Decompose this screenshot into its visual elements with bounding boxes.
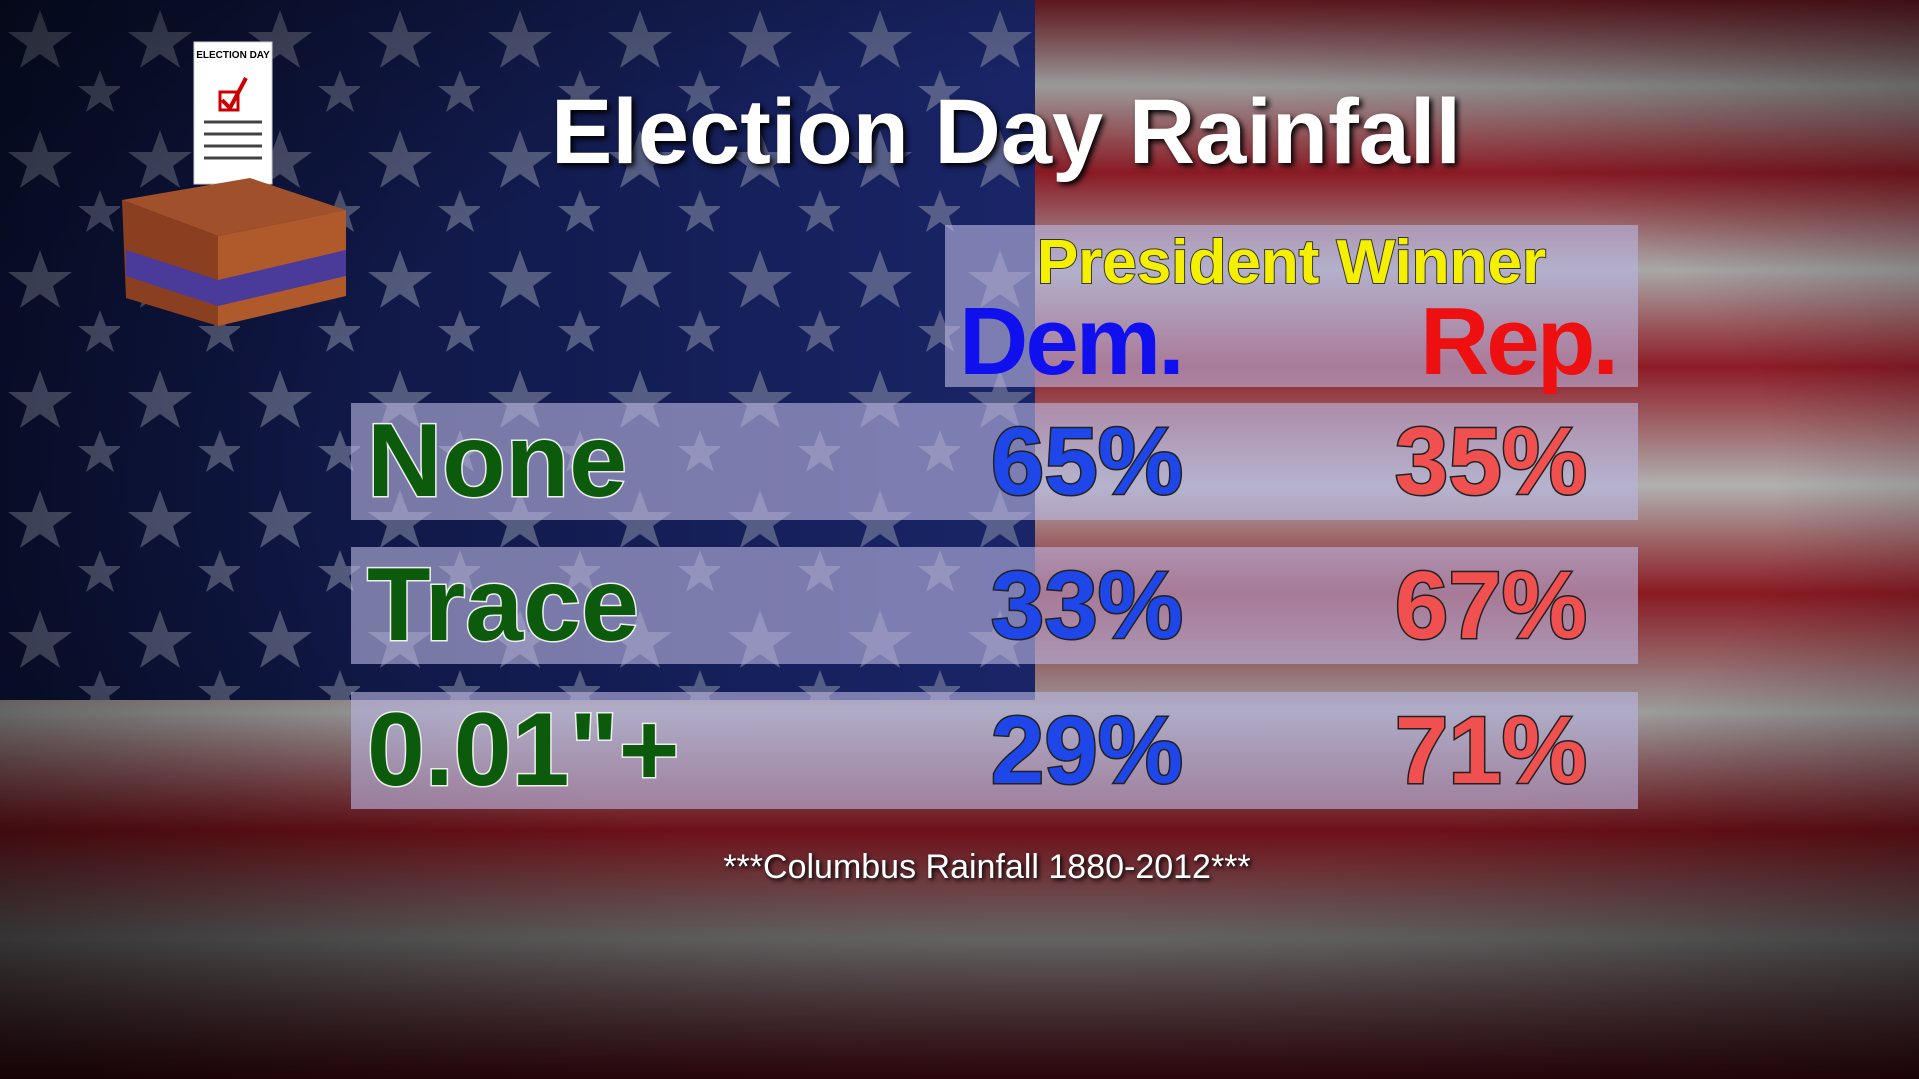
table-row: None 65% 35% bbox=[351, 402, 1638, 521]
dem-value: 33% bbox=[989, 551, 1184, 661]
title: Election Day Rainfall bbox=[550, 81, 1462, 183]
row-label: None bbox=[366, 402, 629, 521]
ballot-box-icon bbox=[122, 41, 346, 326]
footnote: ***Columbus Rainfall 1880-2012*** bbox=[723, 848, 1251, 886]
dem-value: 29% bbox=[989, 696, 1184, 806]
group-header: President Winner bbox=[1036, 227, 1547, 298]
row-label: Trace bbox=[366, 546, 641, 665]
column-header: President Winner Dem. Rep. bbox=[945, 225, 1638, 395]
column-rep: Rep. bbox=[1419, 288, 1619, 395]
table-row: 0.01"+ 29% 71% bbox=[351, 691, 1638, 810]
icon-label: ELECTION DAY bbox=[196, 50, 270, 61]
dem-value: 65% bbox=[989, 407, 1184, 517]
rep-value: 35% bbox=[1393, 407, 1588, 517]
rep-value: 71% bbox=[1393, 696, 1588, 806]
table-row: Trace 33% 67% bbox=[351, 546, 1638, 665]
row-label: 0.01"+ bbox=[365, 691, 680, 810]
rep-value: 67% bbox=[1393, 551, 1588, 661]
column-dem: Dem. bbox=[959, 288, 1185, 395]
